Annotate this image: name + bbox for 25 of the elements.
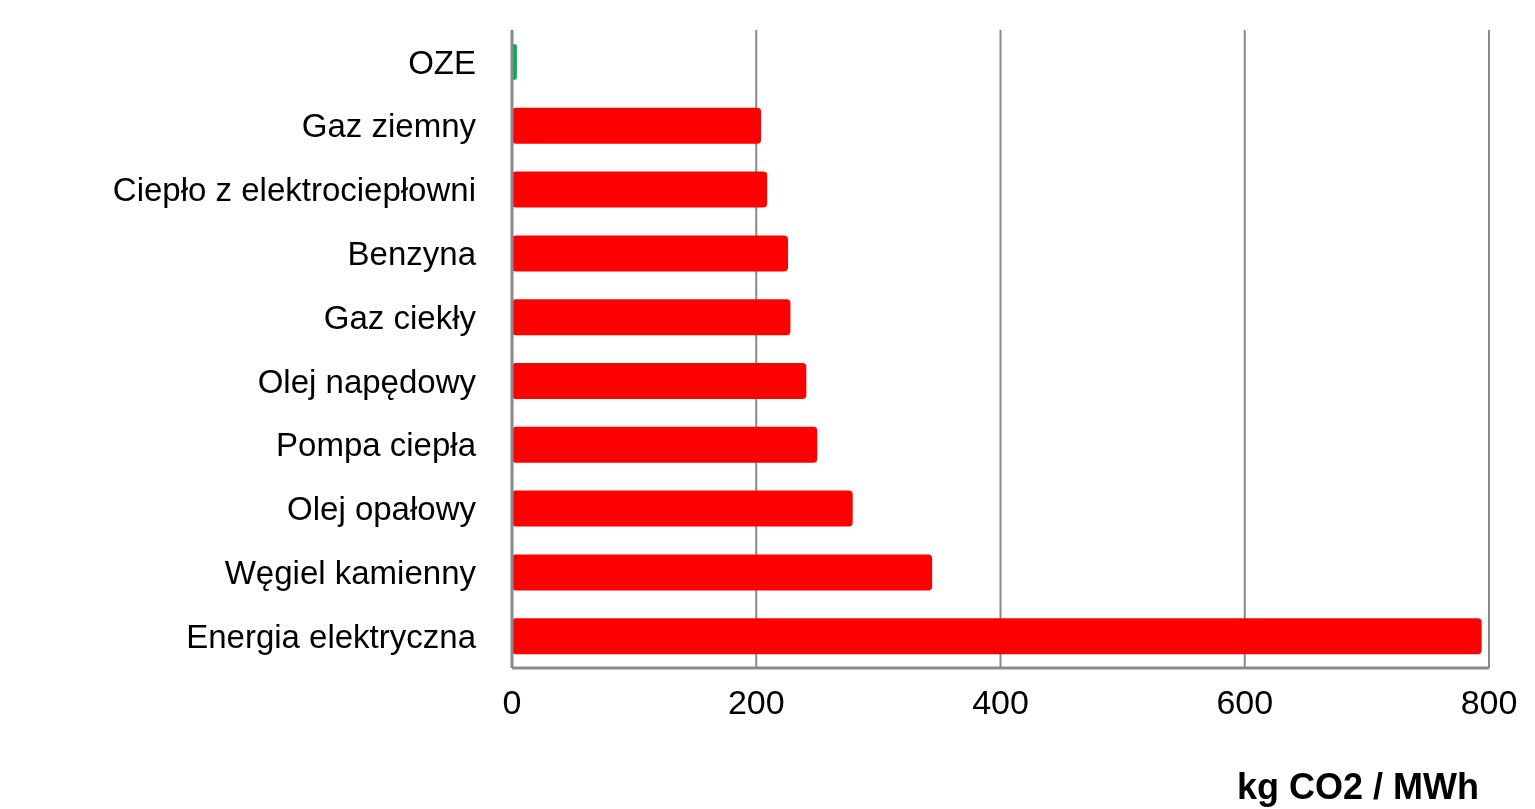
- bar: [512, 554, 933, 591]
- bar: [512, 363, 807, 399]
- bar: [512, 171, 768, 208]
- y-tick-label: Ciepło z elektrociepłowni: [112, 171, 476, 209]
- y-tick-label: Gaz ciekły: [323, 298, 477, 336]
- bar: [512, 618, 1482, 655]
- x-tick-label: 800: [1460, 683, 1518, 722]
- y-tick-label: Pompa ciepła: [276, 426, 477, 464]
- bar: [512, 107, 762, 144]
- bar: [512, 235, 788, 272]
- x-tick-label: 0: [502, 683, 522, 722]
- bar: [512, 490, 853, 527]
- y-tick-label: Olej opałowy: [287, 490, 477, 528]
- y-tick-label: Węgiel kamienny: [224, 554, 477, 592]
- y-tick-label: OZE: [408, 43, 476, 81]
- y-tick-label: Olej napędowy: [257, 362, 477, 400]
- x-tick-label: 400: [972, 683, 1029, 722]
- bar: [512, 299, 791, 336]
- bar: [512, 426, 818, 463]
- x-tick-label: 600: [1216, 683, 1274, 722]
- y-tick-label: Gaz ziemny: [301, 107, 477, 145]
- x-tick-label: 200: [727, 683, 785, 722]
- y-tick-label: Energia elektryczna: [186, 617, 477, 655]
- x-axis-title: kg CO2 / MWh: [1237, 766, 1479, 807]
- y-tick-label: Benzyna: [347, 235, 477, 273]
